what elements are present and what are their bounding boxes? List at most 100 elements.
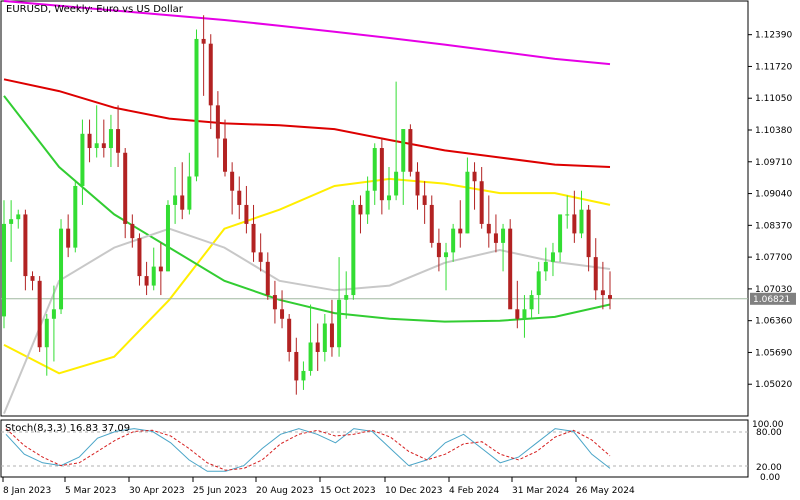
candlestick <box>493 214 498 253</box>
price-tick-label: 1.07030 <box>755 285 792 295</box>
candlestick <box>44 314 49 376</box>
candlestick <box>543 247 548 281</box>
candle-body <box>593 257 598 291</box>
candle-body <box>123 152 128 224</box>
candle-body <box>486 223 491 234</box>
candle-body <box>223 138 228 172</box>
candlestick <box>244 185 249 234</box>
candlestick <box>280 290 285 329</box>
time-tick-label: 20 Aug 2023 <box>256 486 314 496</box>
time-tick-label: 15 Oct 2023 <box>320 486 376 496</box>
stoch-tick: 100.00 <box>752 420 784 430</box>
moving-average-line <box>3 177 611 375</box>
candlestick <box>429 195 434 248</box>
price-axis: 1.12390 1.11720 1.11050 1.10380 1.09710 1.090… <box>748 31 792 390</box>
candlesticks <box>2 15 612 395</box>
candlestick <box>329 299 334 357</box>
candlestick <box>73 181 78 253</box>
price-panel-frame <box>0 0 749 417</box>
candlestick <box>173 167 178 224</box>
candlestick <box>80 119 85 205</box>
candlestick <box>501 223 506 272</box>
candle-body <box>230 171 235 191</box>
candlestick <box>287 314 292 362</box>
candle-body <box>493 233 498 243</box>
candle-body <box>451 228 456 253</box>
candle-body <box>116 129 121 153</box>
candle-body <box>508 228 513 310</box>
candlestick <box>365 176 370 224</box>
candlestick <box>144 261 149 296</box>
candle-body <box>472 171 477 182</box>
candle-body <box>265 261 270 296</box>
candle-body <box>2 223 6 317</box>
candle-body <box>308 342 313 371</box>
candlestick <box>2 200 6 329</box>
moving-average-line <box>3 0 611 66</box>
candle-body <box>66 228 71 248</box>
candlestick <box>465 157 470 234</box>
candle-body <box>23 214 28 277</box>
candle-body <box>187 176 192 210</box>
candlestick <box>508 219 513 310</box>
candle-body <box>565 214 570 216</box>
stochastic-lines <box>5 428 611 472</box>
candle-body <box>479 181 484 224</box>
candlestick <box>180 162 185 220</box>
price-tick-label: 1.10380 <box>755 126 792 136</box>
candle-body <box>130 223 135 239</box>
candlestick <box>565 195 570 229</box>
chart-title: EURUSD, Weekly: Euro vs US Dollar <box>6 4 184 15</box>
candle-body <box>401 129 406 172</box>
candle-body <box>558 214 563 253</box>
candle-body <box>137 238 142 277</box>
candlestick <box>586 204 591 272</box>
candlestick <box>108 114 113 167</box>
current-price-text: 1.06821 <box>753 295 790 305</box>
candle-body <box>173 195 178 205</box>
candlestick <box>308 304 313 376</box>
candle-body <box>108 129 113 149</box>
candlestick <box>372 143 377 205</box>
price-tick-label: 1.08370 <box>755 221 792 231</box>
candle-body <box>237 190 242 205</box>
stoch-signal-line <box>5 428 611 471</box>
candlestick <box>422 181 427 224</box>
candlestick <box>351 200 356 300</box>
candlestick <box>94 105 99 158</box>
candlestick <box>237 176 242 220</box>
candle-body <box>372 148 377 191</box>
candle-body <box>30 276 35 281</box>
candlestick <box>272 280 277 324</box>
candle-body <box>215 105 220 139</box>
stoch-tick: 80.00 <box>756 428 782 438</box>
candle-body <box>344 295 349 300</box>
candlestick <box>187 152 192 215</box>
candlestick <box>223 119 228 177</box>
price-tick-label: 1.05690 <box>755 348 792 358</box>
candle-body <box>16 214 21 220</box>
stoch-tick: 20.00 <box>756 463 782 473</box>
candle-body <box>458 228 463 234</box>
candle-body <box>101 143 106 149</box>
moving-averages <box>3 0 611 414</box>
candlestick <box>301 361 306 390</box>
candlestick <box>294 337 299 395</box>
candle-body <box>37 280 42 348</box>
candlestick <box>337 257 342 357</box>
candlestick <box>444 242 449 291</box>
candle-body <box>208 43 213 106</box>
candle-body <box>579 209 584 234</box>
candle-body <box>301 370 306 381</box>
candlestick <box>130 214 135 248</box>
candlestick <box>358 195 363 234</box>
candle-body <box>365 190 370 215</box>
candle-body <box>515 309 520 319</box>
time-tick-label: 26 May 2024 <box>576 486 635 496</box>
candlestick <box>479 167 484 229</box>
candlestick <box>66 214 71 258</box>
candlestick <box>258 233 263 272</box>
candlestick <box>251 204 256 262</box>
stochastic-panel: Stoch(8,3,3) 16.83 37.09 <box>0 419 749 478</box>
